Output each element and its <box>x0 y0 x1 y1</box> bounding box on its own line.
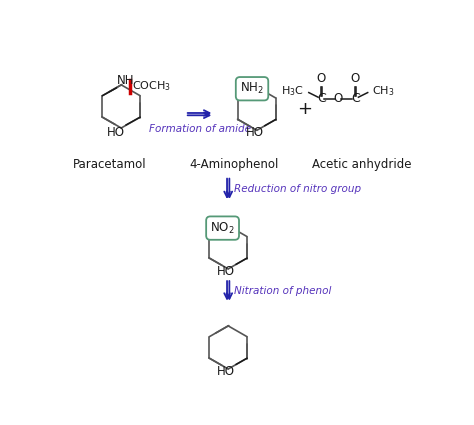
Text: Reduction of nitro group: Reduction of nitro group <box>235 184 362 194</box>
Text: Acetic anhydride: Acetic anhydride <box>312 159 411 171</box>
Text: $\mathregular{CH_3}$: $\mathregular{CH_3}$ <box>373 84 395 98</box>
Text: HO: HO <box>246 127 264 139</box>
Text: HO: HO <box>218 265 236 278</box>
Text: +: + <box>297 100 311 118</box>
Text: Formation of amide: Formation of amide <box>148 124 251 134</box>
Text: O: O <box>351 72 360 85</box>
Text: O: O <box>317 72 326 85</box>
Text: C: C <box>351 92 360 105</box>
Text: $\mathregular{COCH_3}$: $\mathregular{COCH_3}$ <box>132 79 171 94</box>
Text: $\mathregular{NH_2}$: $\mathregular{NH_2}$ <box>240 81 264 96</box>
Text: HO: HO <box>218 365 236 378</box>
Text: $\mathregular{NO_2}$: $\mathregular{NO_2}$ <box>210 221 235 235</box>
Text: NH: NH <box>117 74 135 87</box>
Text: $\mathregular{H_3C}$: $\mathregular{H_3C}$ <box>281 84 304 98</box>
Text: Paracetamol: Paracetamol <box>73 159 146 171</box>
Text: C: C <box>317 92 326 105</box>
Text: Nitration of phenol: Nitration of phenol <box>235 286 332 296</box>
Text: O: O <box>334 92 343 105</box>
Text: HO: HO <box>107 127 125 139</box>
Text: 4-Aminophenol: 4-Aminophenol <box>189 159 278 171</box>
